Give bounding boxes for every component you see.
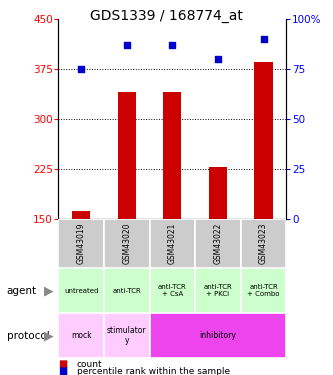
Text: ▶: ▶ <box>44 329 53 342</box>
Bar <box>72 211 90 320</box>
Point <box>170 42 175 48</box>
Text: GSM43023: GSM43023 <box>259 223 268 264</box>
Point <box>215 56 221 62</box>
Bar <box>104 313 150 358</box>
Text: inhibitory: inhibitory <box>199 331 236 340</box>
Bar <box>209 167 227 320</box>
Bar <box>58 268 104 313</box>
Bar <box>104 219 150 268</box>
Text: GSM43022: GSM43022 <box>213 223 222 264</box>
Point <box>261 36 266 42</box>
Text: stimulator
y: stimulator y <box>107 326 147 345</box>
Text: percentile rank within the sample: percentile rank within the sample <box>77 367 230 375</box>
Bar <box>195 219 241 268</box>
Text: anti-TCR
+ PKCi: anti-TCR + PKCi <box>203 284 232 297</box>
Text: mock: mock <box>71 331 91 340</box>
Text: agent: agent <box>7 286 37 296</box>
Text: GSM43019: GSM43019 <box>77 223 86 264</box>
Text: untreated: untreated <box>64 288 98 294</box>
Bar <box>150 268 195 313</box>
Text: ■: ■ <box>58 360 68 369</box>
Text: ▶: ▶ <box>44 284 53 297</box>
Bar <box>58 313 104 358</box>
Text: GDS1339 / 168774_at: GDS1339 / 168774_at <box>90 9 243 23</box>
Text: anti-TCR: anti-TCR <box>112 288 141 294</box>
Bar <box>254 62 273 320</box>
Text: protocol: protocol <box>7 331 49 340</box>
Text: count: count <box>77 360 102 369</box>
Bar <box>58 219 104 268</box>
Bar <box>118 92 136 320</box>
Text: ■: ■ <box>58 366 68 375</box>
Text: GSM43020: GSM43020 <box>122 223 131 264</box>
Bar <box>163 92 181 320</box>
Text: anti-TCR
+ CsA: anti-TCR + CsA <box>158 284 187 297</box>
Bar <box>150 219 195 268</box>
Point <box>124 42 129 48</box>
Bar <box>104 268 150 313</box>
Point <box>79 66 84 72</box>
Bar <box>150 313 286 358</box>
Text: GSM43021: GSM43021 <box>168 223 177 264</box>
Bar <box>241 219 286 268</box>
Text: anti-TCR
+ Combo: anti-TCR + Combo <box>247 284 280 297</box>
Bar <box>241 268 286 313</box>
Bar <box>195 268 241 313</box>
